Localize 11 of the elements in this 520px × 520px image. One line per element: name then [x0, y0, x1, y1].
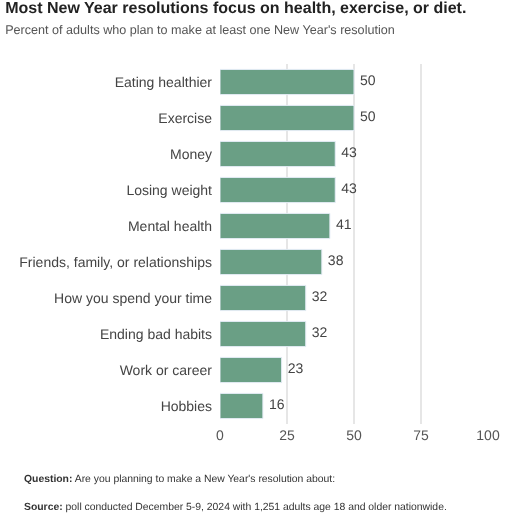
bar [220, 176, 336, 204]
bar [220, 212, 331, 240]
bar [220, 248, 323, 276]
bar [220, 320, 307, 348]
bar [220, 356, 283, 384]
bar [220, 284, 307, 312]
chart-title: Most New Year resolutions focus on health, exercise, or diet. [5, 0, 467, 17]
bar [220, 104, 355, 132]
bar [220, 392, 264, 420]
bar [220, 68, 355, 96]
bar [220, 140, 336, 168]
